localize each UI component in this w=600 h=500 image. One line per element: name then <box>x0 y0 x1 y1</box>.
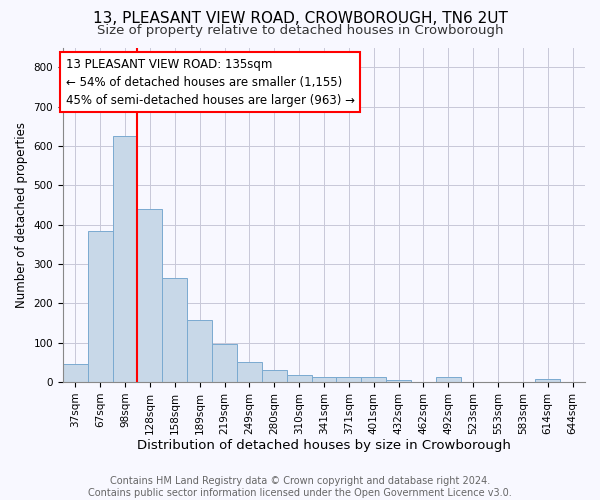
Text: 13 PLEASANT VIEW ROAD: 135sqm
← 54% of detached houses are smaller (1,155)
45% o: 13 PLEASANT VIEW ROAD: 135sqm ← 54% of d… <box>65 58 355 106</box>
Bar <box>187 320 212 382</box>
X-axis label: Distribution of detached houses by size in Crowborough: Distribution of detached houses by size … <box>137 440 511 452</box>
Bar <box>237 362 262 382</box>
Bar <box>113 136 137 382</box>
Bar <box>386 380 411 382</box>
Bar <box>262 370 287 382</box>
Bar <box>535 380 560 382</box>
Bar <box>63 364 88 382</box>
Text: Contains HM Land Registry data © Crown copyright and database right 2024.
Contai: Contains HM Land Registry data © Crown c… <box>88 476 512 498</box>
Bar <box>163 278 187 382</box>
Bar <box>287 375 311 382</box>
Bar <box>436 378 461 382</box>
Bar <box>212 344 237 382</box>
Text: 13, PLEASANT VIEW ROAD, CROWBOROUGH, TN6 2UT: 13, PLEASANT VIEW ROAD, CROWBOROUGH, TN6… <box>92 11 508 26</box>
Bar <box>361 378 386 382</box>
Bar <box>311 378 337 382</box>
Y-axis label: Number of detached properties: Number of detached properties <box>15 122 28 308</box>
Bar <box>337 377 361 382</box>
Bar <box>88 232 113 382</box>
Bar <box>137 208 163 382</box>
Text: Size of property relative to detached houses in Crowborough: Size of property relative to detached ho… <box>97 24 503 37</box>
